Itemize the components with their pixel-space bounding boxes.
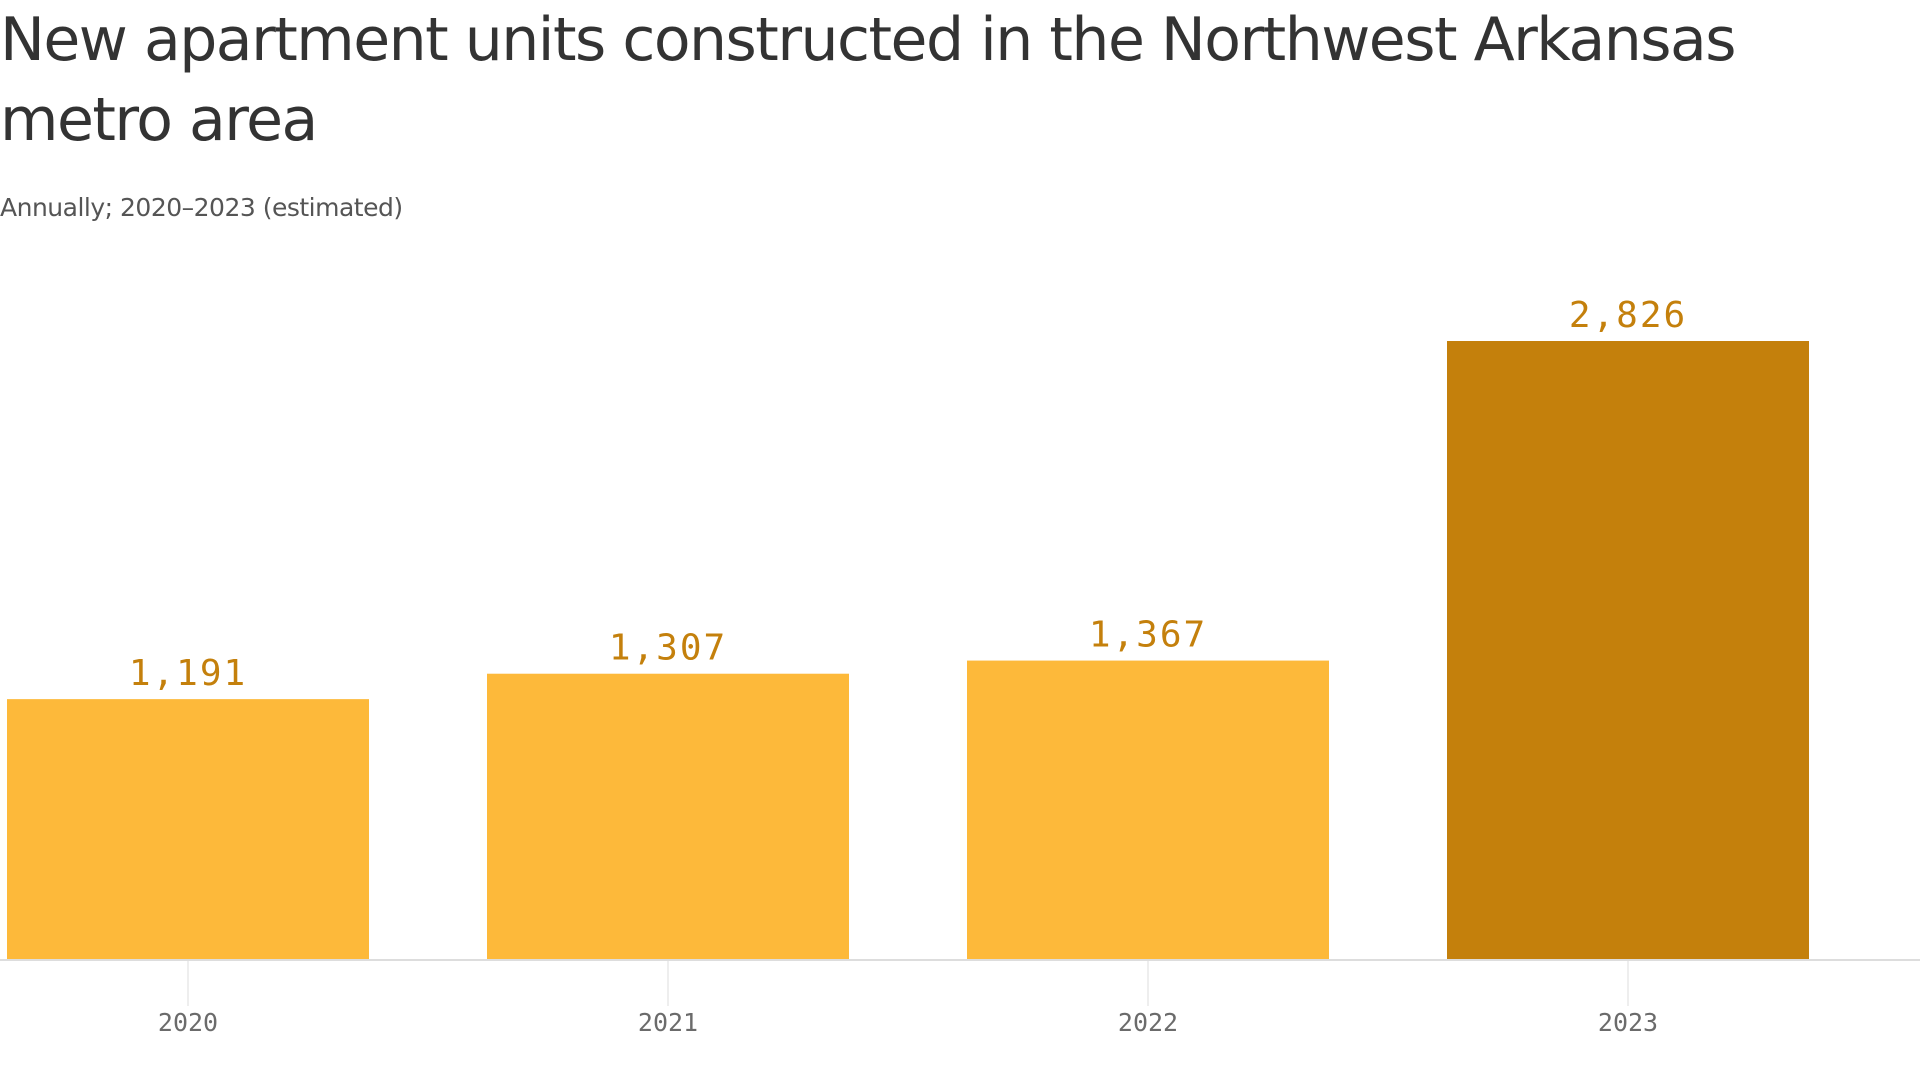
value-label-2020: 1,191 — [129, 653, 247, 694]
bar-2023 — [1447, 341, 1809, 960]
chart-title: New apartment units constructed in the N… — [0, 5, 1737, 155]
bar-2020 — [7, 699, 369, 960]
x-tick-label-2021: 2021 — [638, 1008, 698, 1037]
value-label-2022: 1,367 — [1089, 615, 1207, 656]
value-label-2023: 2,826 — [1569, 295, 1687, 336]
x-tick-label-2020: 2020 — [158, 1008, 218, 1037]
chart-subtitle: Annually; 2020–2023 (estimated) — [0, 193, 403, 222]
bar-2021 — [487, 673, 849, 960]
value-label-2021: 1,307 — [609, 628, 727, 669]
x-tick-label-2023: 2023 — [1598, 1008, 1658, 1037]
x-tick-label-2022: 2022 — [1118, 1008, 1178, 1037]
bar-2022 — [967, 660, 1329, 960]
